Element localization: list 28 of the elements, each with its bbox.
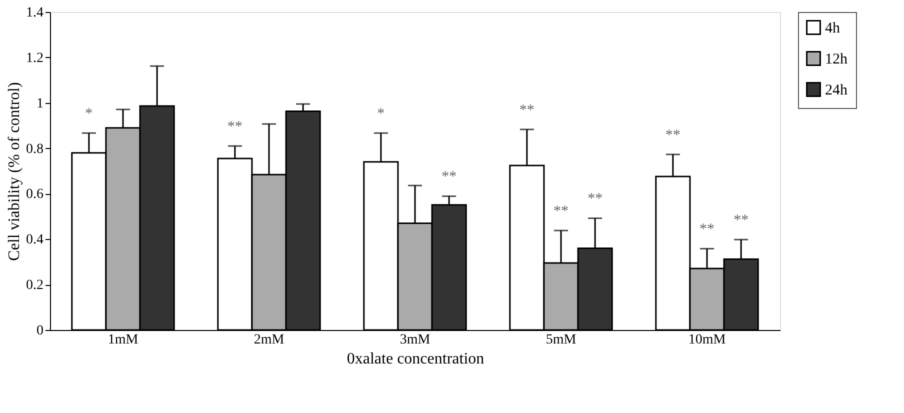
y-axis-title: Cell viability (% of control) [6, 82, 23, 261]
x-tick-label: 10mM [688, 332, 726, 348]
data-label: ** [700, 222, 714, 238]
y-tick-label: 1.2 [26, 50, 44, 66]
legend-label: 24h [825, 82, 848, 98]
data-label: ** [588, 191, 603, 208]
y-tick-label: 0.8 [26, 142, 44, 157]
data-label: ** [554, 204, 568, 220]
y-tick-label: 1.4 [26, 6, 44, 20]
data-label: ** [227, 119, 242, 136]
data-label: ** [442, 169, 457, 186]
data-label: ** [519, 102, 534, 118]
x-tick-label: 1mM [108, 332, 139, 348]
y-tick-label: 0.2 [26, 278, 44, 294]
y-tick-label: 0 [36, 324, 44, 338]
x-tick-label: 5mM [546, 332, 577, 348]
data-label: ** [734, 212, 749, 229]
x-tick-label: 3mM [400, 332, 431, 348]
data-label: ** [665, 127, 680, 144]
x-tick-label: 2mM [254, 332, 285, 348]
y-tick-label: 0.4 [26, 232, 44, 248]
data-label: * [377, 106, 385, 122]
legend-label: 12h [825, 52, 848, 68]
data-label: * [85, 106, 93, 122]
legend-label: 4h [825, 20, 840, 36]
y-tick-label: 1 [36, 96, 44, 112]
y-tick-label: 0.6 [26, 187, 44, 202]
x-axis-title: 0xalate concentration [346, 350, 484, 368]
